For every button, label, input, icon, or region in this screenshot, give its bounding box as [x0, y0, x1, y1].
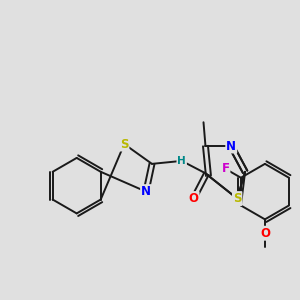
Text: N: N [226, 140, 236, 152]
Text: O: O [260, 227, 270, 240]
Text: N: N [141, 185, 151, 198]
Text: S: S [120, 138, 128, 151]
Text: H: H [177, 156, 186, 166]
Text: O: O [189, 192, 199, 205]
Text: F: F [221, 162, 230, 175]
Text: S: S [233, 192, 242, 205]
